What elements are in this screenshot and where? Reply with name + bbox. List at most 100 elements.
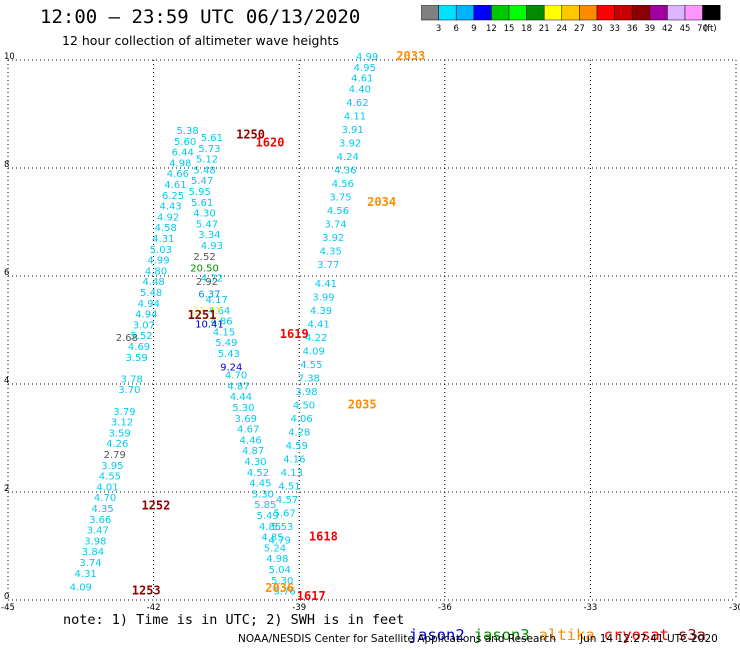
wave-height-label: 5.12 bbox=[196, 155, 218, 166]
wave-height-label: 3.77 bbox=[317, 260, 339, 271]
colorbar-label: 33 bbox=[609, 24, 620, 34]
wave-height-label: 4.61 bbox=[351, 74, 373, 85]
wave-height-label: 5.52 bbox=[130, 331, 152, 342]
wave-height-label: 3.95 bbox=[101, 461, 123, 472]
wave-height-label: 5.38 bbox=[176, 126, 198, 137]
colorbar-label: 42 bbox=[662, 24, 673, 34]
colorbar-label: 39 bbox=[644, 24, 655, 34]
wave-height-label: 5.60 bbox=[174, 137, 196, 148]
wave-height-label: 4.40 bbox=[349, 84, 371, 95]
colorbar-label: 15 bbox=[504, 24, 515, 34]
colorbar-label: 21 bbox=[539, 24, 550, 34]
y-tick-label: 0 bbox=[4, 592, 9, 602]
wave-height-label: 6.25 bbox=[162, 191, 184, 202]
wave-height-label: 4.17 bbox=[206, 295, 228, 306]
wave-height-label: 4.87 bbox=[227, 381, 249, 392]
colorbar-label: 36 bbox=[627, 24, 638, 34]
colorbar-label: 18 bbox=[521, 24, 532, 34]
wave-height-label: 4.66 bbox=[167, 169, 189, 180]
pass-time-label: 1619 bbox=[280, 327, 309, 341]
satellite-legend: jason2 jason3 altika cryosat s3a bbox=[390, 608, 715, 644]
colorbar-label: 70 bbox=[697, 24, 708, 34]
wave-height-label: 3.69 bbox=[235, 414, 257, 425]
x-tick-label: -33 bbox=[583, 603, 597, 610]
wave-height-label: 5.43 bbox=[218, 349, 240, 360]
y-tick-label: 6 bbox=[4, 268, 9, 278]
wave-height-label: 4.70 bbox=[225, 371, 247, 382]
pass-time-label: 2034 bbox=[367, 195, 396, 209]
wave-height-label: 4.30 bbox=[244, 457, 266, 468]
colorbar-label: 30 bbox=[592, 24, 603, 34]
wave-height-label: 4.79 bbox=[269, 535, 291, 546]
wave-height-label: 3.47 bbox=[87, 526, 109, 537]
x-tick-label: -30 bbox=[729, 603, 740, 610]
wave-height-label: 4.94 bbox=[138, 299, 160, 310]
chart-subtitle: 12 hour collection of altimeter wave hei… bbox=[62, 33, 339, 48]
wave-height-label: 4.11 bbox=[344, 111, 366, 122]
wave-height-label: 3.99 bbox=[312, 292, 334, 303]
wave-height-label: 4.69 bbox=[128, 342, 150, 353]
wave-height-label: 4.35 bbox=[320, 246, 342, 257]
pass-time-label: 1617 bbox=[297, 589, 326, 603]
wave-height-label: 4.28 bbox=[288, 427, 310, 438]
wave-height-label: 5.73 bbox=[198, 144, 220, 155]
wave-height-label: 3.66 bbox=[89, 515, 111, 526]
pass-time-label: 1620 bbox=[256, 135, 285, 149]
wave-height-label: 4.41 bbox=[315, 279, 337, 290]
wave-height-label: 5.49 bbox=[257, 511, 279, 522]
wave-height-label: 4.59 bbox=[286, 441, 308, 452]
wave-height-label: 4.80 bbox=[145, 266, 167, 277]
wave-height-label: 4.15 bbox=[213, 327, 235, 338]
colorbar-label: 24 bbox=[556, 24, 567, 34]
wave-height-label: 4.44 bbox=[230, 392, 252, 403]
wave-height-label: 5.61 bbox=[201, 133, 223, 144]
wave-height-label: 5.30 bbox=[271, 576, 293, 587]
wave-height-label: 4.72 bbox=[201, 273, 223, 284]
wave-height-label: 4.85 bbox=[261, 533, 283, 544]
x-tick-label: -39 bbox=[292, 603, 306, 610]
wave-height-label: 4.93 bbox=[201, 241, 223, 252]
wave-height-label: 4.48 bbox=[142, 277, 164, 288]
wave-height-label: 5.53 bbox=[271, 522, 293, 533]
wave-height-label: 4.31 bbox=[152, 234, 174, 245]
wave-height-label: 5.67 bbox=[274, 508, 296, 519]
wave-height-label: 3.84 bbox=[82, 547, 104, 558]
wave-height-label: 4.56 bbox=[332, 179, 354, 190]
wave-height-label: 3.34 bbox=[198, 230, 220, 241]
wave-height-label: 4.85 bbox=[259, 522, 281, 533]
wave-height-label: 6.44 bbox=[172, 148, 194, 159]
wave-height-label: 4.06 bbox=[290, 414, 312, 425]
wave-height-label: 4.61 bbox=[164, 180, 186, 191]
wave-height-label: 5.95 bbox=[189, 187, 211, 198]
wave-height-label: 4.41 bbox=[307, 319, 329, 330]
colorbar-unit: (ft) bbox=[704, 24, 717, 34]
wave-height-label: 4.94 bbox=[135, 310, 157, 321]
wave-height-label: 3.12 bbox=[111, 418, 133, 429]
credit-line: NOAA/NESDIS Center for Satellite Applica… bbox=[238, 633, 556, 645]
wave-height-label: 4.16 bbox=[283, 454, 305, 465]
wave-height-label: 4.35 bbox=[92, 504, 114, 515]
wave-height-label: 3.92 bbox=[322, 233, 344, 244]
wave-height-label: 4.57 bbox=[276, 495, 298, 506]
plot-area: -45-42-39-36-33-3002468104.094.313.743.8… bbox=[1, 49, 740, 610]
wave-height-label: 4.13 bbox=[281, 468, 303, 479]
wave-height-label: 3.91 bbox=[341, 125, 363, 136]
pass-time-label: 1250 bbox=[236, 127, 265, 141]
wave-height-label: 4.99 bbox=[147, 256, 169, 267]
wave-height-label: 3.79 bbox=[113, 407, 135, 418]
wave-height-label: 3.59 bbox=[125, 353, 147, 364]
pass-time-label: 1251 bbox=[188, 308, 217, 322]
chart-title: 12:00 – 23:59 UTC 06/13/2020 bbox=[40, 6, 361, 28]
wave-height-label: 4.26 bbox=[106, 439, 128, 450]
wave-height-label: 3.70 bbox=[118, 385, 140, 396]
wave-height-label: 4.09 bbox=[303, 346, 325, 357]
legend-altika: altika bbox=[538, 626, 595, 644]
wave-height-label: 4.43 bbox=[159, 202, 181, 213]
wave-height-label: 4.51 bbox=[278, 481, 300, 492]
y-tick-label: 4 bbox=[4, 376, 9, 386]
wave-height-label: 3.07 bbox=[133, 320, 155, 331]
pass-time-label: 1618 bbox=[309, 530, 338, 544]
wave-height-label: 4.92 bbox=[157, 212, 179, 223]
colorbar-label: 6 bbox=[453, 24, 458, 34]
wave-height-label: 3.78 bbox=[121, 374, 143, 385]
